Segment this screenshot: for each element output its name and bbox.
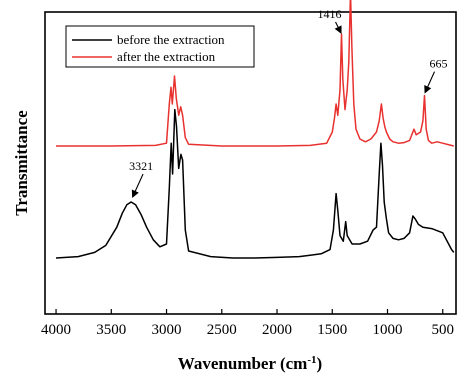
x-tick-label-2000: 2000	[262, 322, 292, 338]
x-axis-title-main: Wavenumber (cm	[178, 354, 308, 373]
x-tick-label-500: 500	[431, 322, 454, 338]
x-axis-title-sup: -1	[307, 354, 316, 366]
x-tick-label-3500: 3500	[96, 322, 126, 338]
annotation-arrow-665	[424, 71, 436, 94]
plot-frame	[44, 11, 457, 315]
x-axis-title-tail: )	[317, 354, 323, 373]
annotation-label-665: 665	[430, 57, 448, 71]
x-axis-title: Wavenumber (cm-1)	[178, 354, 322, 373]
series-line-before	[55, 108, 455, 259]
x-tick-label-4000: 4000	[41, 322, 71, 338]
series-line-after	[56, 0, 454, 147]
annotation-arrow-1416	[334, 21, 342, 34]
legend: before the extraction after the extractio…	[65, 25, 255, 68]
x-tick-label-1500: 1500	[317, 322, 347, 338]
x-tick-label-1000: 1000	[373, 322, 403, 338]
x-tick-label-3000: 3000	[152, 322, 182, 338]
annotation-arrow-3321	[131, 173, 144, 199]
legend-box	[65, 25, 255, 68]
series-group	[55, 0, 455, 259]
annotation-label-3321: 3321	[129, 159, 153, 173]
legend-label-0: before the extraction	[117, 32, 225, 47]
annotations: 332114161335665	[129, 7, 448, 199]
x-tick-label-2500: 2500	[207, 322, 237, 338]
y-axis-title: Transmittance	[12, 110, 31, 216]
x-axis-ticks: 4000 3500 3000 2500 2000 1500 1000 500	[41, 309, 454, 338]
legend-label-1: after the extraction	[117, 49, 216, 64]
annotation-label-1416: 1416	[318, 7, 342, 21]
